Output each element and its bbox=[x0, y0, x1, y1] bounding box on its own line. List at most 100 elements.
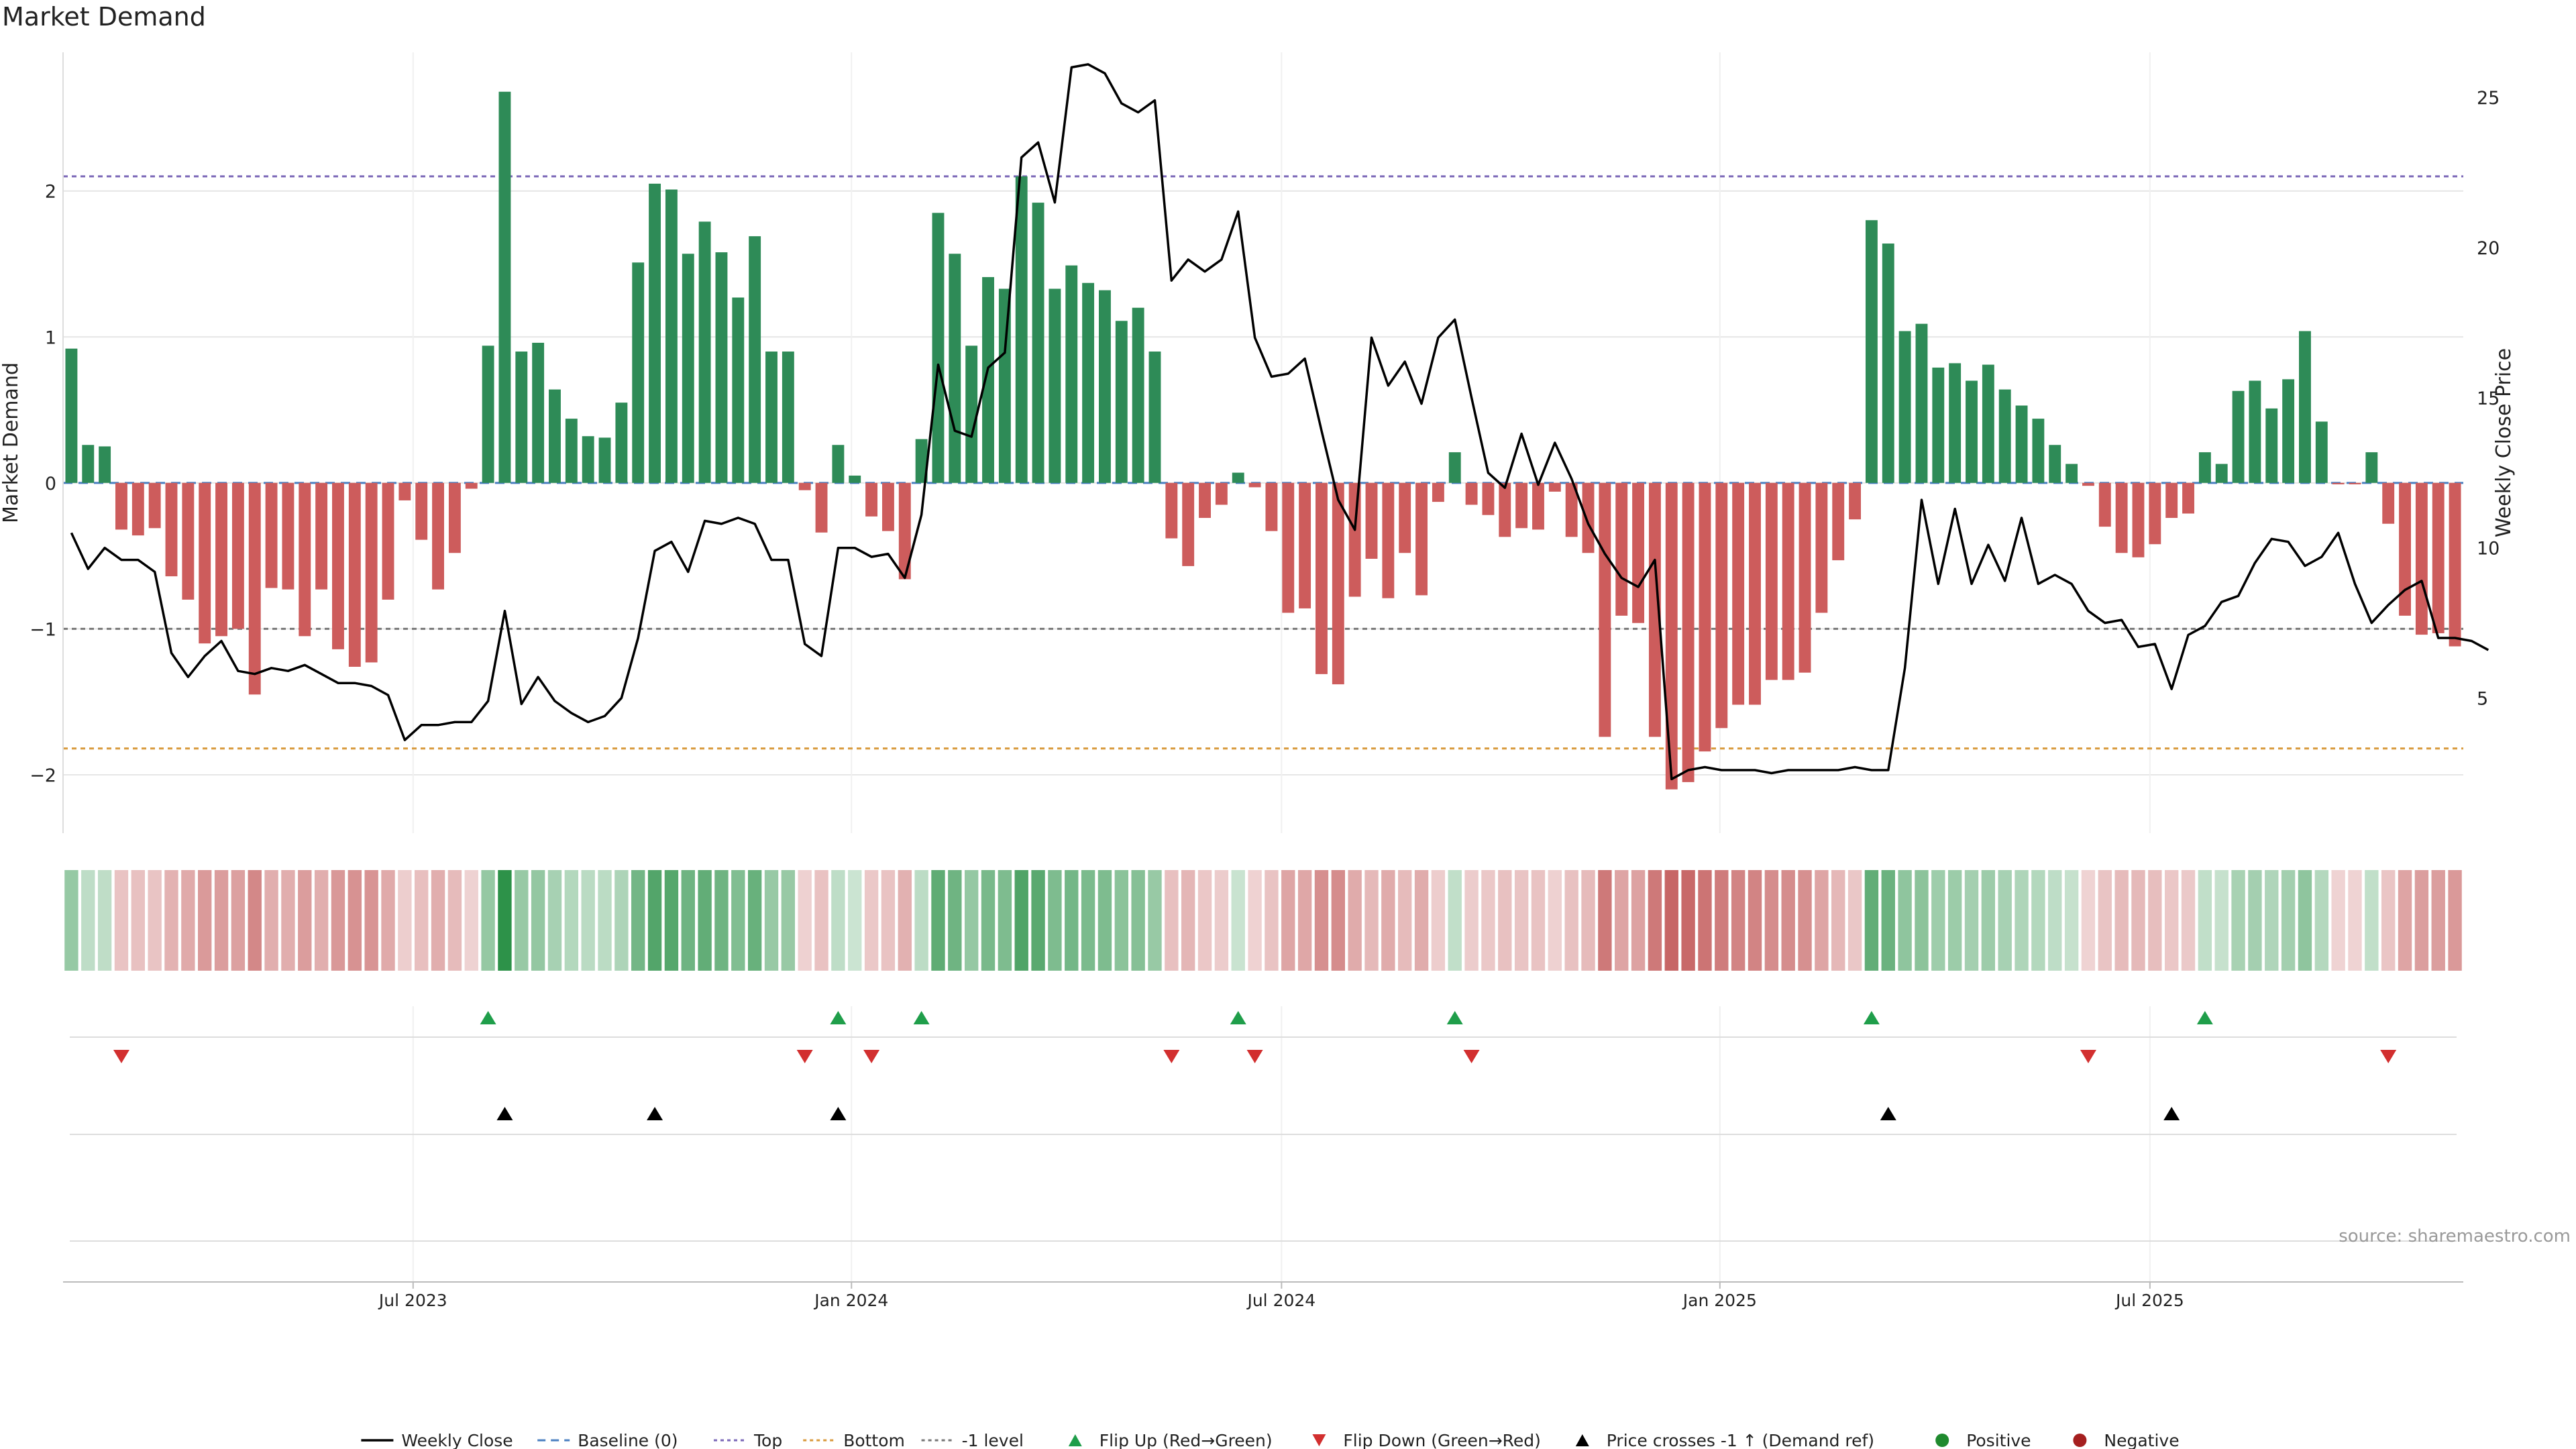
heat-cell bbox=[181, 870, 195, 971]
demand-bar bbox=[382, 482, 394, 600]
heat-cell bbox=[1364, 870, 1379, 971]
demand-bar bbox=[849, 475, 861, 483]
source-note: source: sharemaestro.com bbox=[2339, 1226, 2571, 1246]
legend-positive-swatch bbox=[1935, 1434, 1949, 1447]
heat-cell bbox=[2214, 870, 2229, 971]
demand-bar bbox=[2098, 482, 2111, 527]
flip-up-marker bbox=[913, 1011, 930, 1024]
heat-cell bbox=[1281, 870, 1295, 971]
heat-cell bbox=[2448, 870, 2462, 971]
heat-cell bbox=[2248, 870, 2262, 971]
heat-cell bbox=[164, 870, 178, 971]
price-cross-panel bbox=[70, 1107, 2457, 1135]
demand-bar bbox=[1582, 482, 1595, 553]
demand-bar bbox=[1482, 482, 1495, 515]
heat-cell bbox=[1065, 870, 1079, 971]
heat-cell bbox=[564, 870, 579, 971]
heat-cell bbox=[1981, 870, 1996, 971]
y-axis-label: Market Demand bbox=[0, 362, 23, 523]
weekly-close-line-group bbox=[70, 63, 2489, 781]
demand-bar bbox=[1815, 482, 1828, 613]
demand-bar bbox=[1049, 288, 1061, 483]
flip-up-marker bbox=[480, 1011, 496, 1024]
demand-bar bbox=[1182, 482, 1195, 566]
demand-bar bbox=[798, 482, 811, 490]
heat-cell bbox=[1014, 870, 1028, 971]
heat-cell bbox=[814, 870, 828, 971]
demand-bar bbox=[282, 482, 294, 590]
heat-cell bbox=[248, 870, 262, 971]
demand-bar bbox=[2349, 482, 2361, 485]
x-tick-label: Jan 2024 bbox=[813, 1291, 888, 1310]
demand-bar bbox=[1448, 452, 1461, 483]
demand-bar bbox=[2132, 482, 2145, 557]
demand-bar bbox=[2182, 482, 2194, 514]
legend-label: Top bbox=[753, 1431, 782, 1449]
demand-bar bbox=[832, 445, 845, 483]
demand-bar bbox=[1832, 482, 1845, 561]
legend-item-price_cross: Price crosses -1 ↑ (Demand ref) bbox=[1575, 1431, 1874, 1449]
heat-cell bbox=[1531, 870, 1546, 971]
flip-up-marker bbox=[1230, 1011, 1246, 1024]
heat-cell bbox=[681, 870, 695, 971]
left-y-axis: −2 −1 0 1 2 bbox=[30, 52, 64, 833]
demand-bar bbox=[115, 482, 127, 530]
heat-cell bbox=[998, 870, 1012, 971]
demand-bar bbox=[2198, 452, 2211, 483]
demand-bar bbox=[1215, 482, 1228, 505]
demand-bar bbox=[265, 482, 278, 588]
demand-bar bbox=[865, 482, 878, 517]
demand-bar bbox=[2315, 421, 2328, 483]
demand-bar bbox=[565, 419, 578, 483]
heat-cell bbox=[2181, 870, 2196, 971]
heat-cell bbox=[447, 870, 462, 971]
heat-cell bbox=[531, 870, 545, 971]
heat-cell bbox=[698, 870, 712, 971]
demand-bar bbox=[549, 389, 561, 483]
demand-bar bbox=[365, 482, 378, 663]
demand-bar bbox=[1966, 380, 1978, 483]
demand-bar bbox=[1715, 482, 1728, 729]
heat-cell bbox=[864, 870, 879, 971]
heat-cell bbox=[264, 870, 278, 971]
demand-bar bbox=[1682, 482, 1695, 782]
heat-cell bbox=[1248, 870, 1262, 971]
demand-bar bbox=[432, 482, 445, 590]
heat-cell bbox=[81, 870, 95, 971]
demand-bar bbox=[1148, 352, 1161, 483]
demand-bar bbox=[82, 445, 95, 483]
demand-bar bbox=[482, 345, 494, 483]
demand-bar bbox=[732, 297, 745, 483]
demand-bar bbox=[199, 482, 211, 644]
demand-bar bbox=[1082, 282, 1095, 483]
legend-item-bottom: Bottom bbox=[803, 1431, 905, 1449]
price-cross-marker bbox=[496, 1107, 513, 1120]
heat-cell bbox=[198, 870, 212, 971]
heat-cell bbox=[647, 870, 662, 971]
heat-cell bbox=[664, 870, 679, 971]
heat-cell bbox=[898, 870, 912, 971]
legend-item-flip_down: Flip Down (Green→Red) bbox=[1312, 1431, 1541, 1449]
heat-cell bbox=[1348, 870, 1362, 971]
heat-cell bbox=[1615, 870, 1629, 971]
demand-bar bbox=[598, 437, 611, 483]
x-axis: Jul 2023 Jan 2024 Jul 2024 Jan 2025 Jul 2025 bbox=[63, 1281, 2463, 1310]
demand-bar bbox=[2082, 482, 2094, 486]
heat-cell bbox=[415, 870, 429, 971]
heat-cell bbox=[1581, 870, 1595, 971]
heat-cell bbox=[714, 870, 729, 971]
y2-tick-label: 20 bbox=[2477, 238, 2500, 259]
demand-bar bbox=[1015, 176, 1028, 483]
demand-bar bbox=[1949, 363, 1962, 483]
legend-flip-up-swatch bbox=[1068, 1434, 1082, 1446]
demand-bar bbox=[1865, 220, 1878, 483]
heat-cell bbox=[931, 870, 945, 971]
legend-item-baseline: Baseline (0) bbox=[537, 1431, 678, 1449]
heat-cell bbox=[1631, 870, 1646, 971]
demand-bar bbox=[2149, 482, 2161, 545]
heat-cell bbox=[981, 870, 996, 971]
demand-bar bbox=[815, 482, 828, 533]
demand-bar bbox=[2232, 390, 2245, 483]
legend-label: Positive bbox=[1966, 1431, 2031, 1449]
demand-bar bbox=[1465, 482, 1478, 505]
